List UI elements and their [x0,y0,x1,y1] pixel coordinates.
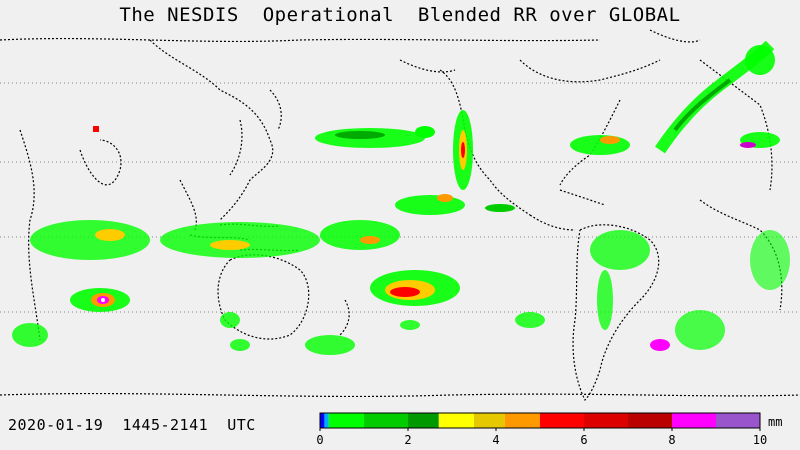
map-title: The NESDIS Operational Blended RR over G… [119,4,681,26]
coastlines [0,29,800,402]
legend-tick-label-5: 10 [753,433,767,447]
legend-bin-2 [328,413,364,428]
legend-border [319,412,761,429]
latitude-guides [0,82,800,313]
legend-bin-4 [408,413,439,428]
legend-bin-7 [504,413,540,428]
legend-bin-3 [364,413,408,428]
legend-bin-9 [584,413,628,428]
legend-tick-label-1: 2 [404,433,411,447]
legend-unit: mm [768,415,782,429]
legend-bin-11 [672,413,716,428]
rainfall-patches [12,40,790,355]
legend-bin-0 [320,413,325,428]
legend-tick-label-3: 6 [580,433,587,447]
legend-tick-label-4: 8 [668,433,675,447]
timestamp: 2020-01-19 1445-2141 UTC [8,416,256,434]
legend-bin-1 [324,413,329,428]
rainfall-map [0,29,800,402]
legend-tick-label-2: 4 [492,433,499,447]
legend-bin-6 [474,413,505,428]
legend-bin-10 [628,413,672,428]
legend-bin-12 [716,413,760,428]
legend-bin-8 [540,413,584,428]
legend-bin-5 [438,413,474,428]
legend-tick-label-0: 0 [316,433,323,447]
